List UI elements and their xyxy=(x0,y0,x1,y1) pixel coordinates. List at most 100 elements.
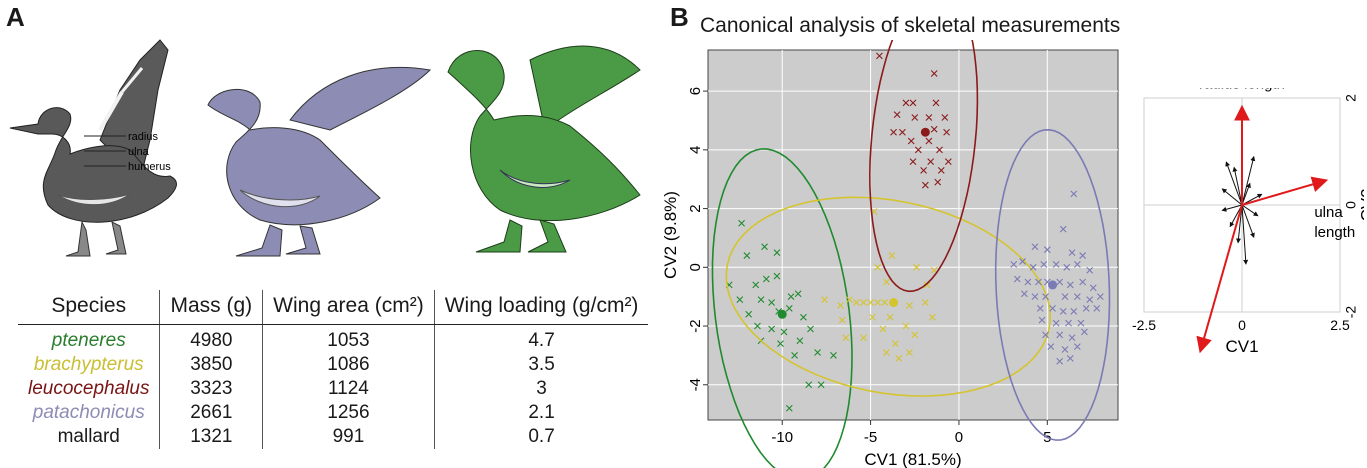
data-point xyxy=(1024,278,1032,286)
data-point xyxy=(1042,331,1049,339)
group-centroid xyxy=(1048,280,1058,290)
data-point xyxy=(794,290,802,298)
data-point xyxy=(936,146,943,154)
wing-loading-value: 3 xyxy=(433,377,649,401)
data-point xyxy=(1035,278,1042,286)
patachonicus-body xyxy=(207,88,381,226)
data-point xyxy=(821,296,829,303)
data-point xyxy=(923,281,931,289)
data-point xyxy=(914,146,922,154)
data-point xyxy=(890,128,897,136)
minor-loading-vector xyxy=(1232,166,1243,206)
data-point xyxy=(1066,281,1074,289)
biplot-y-tick: 2 xyxy=(1343,94,1359,102)
data-point xyxy=(837,302,844,309)
table-row: leucocephalus 3323 1124 3 xyxy=(18,377,649,401)
data-point xyxy=(838,316,846,324)
main-loading-vector xyxy=(1241,176,1329,206)
y-axis-label: CV2 (9.8%) xyxy=(661,191,680,279)
y-tick-label: 6 xyxy=(687,87,704,95)
y-tick-label: 0 xyxy=(687,263,704,271)
data-point xyxy=(817,381,825,389)
mallard-body xyxy=(9,107,177,223)
data-point xyxy=(1042,293,1049,301)
data-point xyxy=(1049,305,1057,312)
table-row: brachypterus 3850 1086 3.5 xyxy=(18,353,649,377)
pteneres-body xyxy=(447,50,641,222)
data-point xyxy=(883,349,890,356)
data-point xyxy=(881,299,889,306)
data-point xyxy=(785,404,793,412)
wing-area-value: 1124 xyxy=(262,377,435,401)
data-point xyxy=(1019,258,1026,265)
minor-loading-vector xyxy=(1221,204,1243,212)
patachonicus-leg xyxy=(285,225,321,255)
confidence-ellipse xyxy=(725,196,1052,397)
data-point xyxy=(1068,334,1076,342)
table-header-row: Species Mass (g) Wing area (cm²) Wing lo… xyxy=(18,290,649,325)
data-point xyxy=(902,99,910,107)
mallard-leg xyxy=(105,221,127,255)
vector-label: length xyxy=(1314,224,1355,241)
data-point xyxy=(921,299,929,306)
confidence-ellipse xyxy=(994,128,1111,441)
table-row: patachonicus 2661 1256 2.1 xyxy=(18,401,649,425)
data-point xyxy=(1086,296,1094,303)
data-point xyxy=(895,354,903,362)
data-point xyxy=(1010,260,1018,268)
data-point xyxy=(927,158,935,165)
data-point xyxy=(913,263,920,271)
biplot-y-label: CV2 xyxy=(1357,188,1364,221)
y-tick-label: 4 xyxy=(687,146,704,154)
data-point xyxy=(1061,293,1069,301)
group-centroid xyxy=(920,127,930,137)
species-name: brachypterus xyxy=(33,354,144,375)
main-loading-vector xyxy=(1196,204,1243,354)
species-name: pteneres xyxy=(51,330,126,351)
data-point xyxy=(1052,319,1060,327)
biplot-y-tick: 0 xyxy=(1343,201,1359,209)
data-point xyxy=(757,296,765,303)
data-point xyxy=(930,125,938,133)
data-point xyxy=(911,114,919,121)
header-wing-area: Wing area (cm²) xyxy=(262,290,435,325)
pteneres-leg xyxy=(527,219,567,253)
species-name: mallard xyxy=(57,426,120,447)
data-point xyxy=(1040,260,1048,268)
data-point xyxy=(1066,354,1074,362)
data-point xyxy=(888,252,896,259)
pteneres-sternum xyxy=(499,169,571,188)
data-point xyxy=(1073,293,1081,301)
data-point xyxy=(1089,284,1097,292)
minor-loading-vector xyxy=(1225,161,1243,206)
biplot-x-label: CV1 xyxy=(1225,337,1258,356)
minor-loading-vector xyxy=(1236,204,1243,244)
data-point xyxy=(1086,266,1094,274)
data-point xyxy=(805,381,813,389)
series-group xyxy=(994,128,1111,441)
wing-loading-value: 3.5 xyxy=(433,353,649,377)
wing-area-value: 1086 xyxy=(262,353,435,377)
mallard-illustration: radius ulna humerus xyxy=(9,39,177,257)
data-point xyxy=(785,305,793,312)
data-point xyxy=(830,352,837,359)
biplot-y-tick: -2 xyxy=(1343,306,1359,319)
minor-loading-vector xyxy=(1241,204,1255,239)
data-point xyxy=(1070,307,1078,315)
mass-value: 1321 xyxy=(159,425,263,449)
pteneres-wing xyxy=(529,45,641,131)
data-point xyxy=(736,296,744,303)
mallard-radius-bone xyxy=(120,67,144,93)
data-point xyxy=(745,310,753,318)
biplot-x-tick: 0 xyxy=(1238,317,1246,333)
series-group xyxy=(868,40,979,293)
data-point xyxy=(1059,225,1067,233)
data-point xyxy=(932,99,940,107)
biplot-x-tick: -2.5 xyxy=(1132,317,1156,333)
plot-area xyxy=(707,49,1119,421)
data-point xyxy=(807,325,814,333)
x-axis-label: CV1 (81.5%) xyxy=(864,450,961,468)
data-point xyxy=(906,349,913,356)
bird-illustrations: radius ulna humerus xyxy=(9,39,641,257)
data-point xyxy=(902,322,910,330)
